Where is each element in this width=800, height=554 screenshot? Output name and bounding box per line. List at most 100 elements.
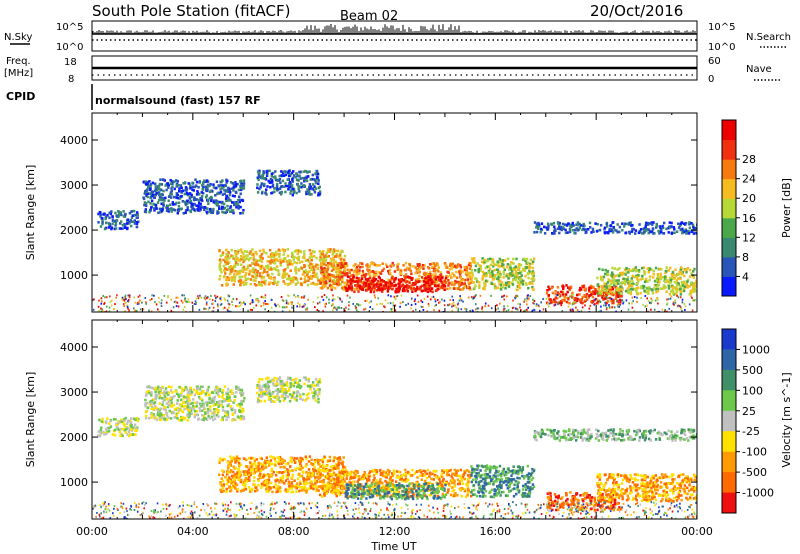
echo-cell: [146, 195, 149, 199]
echo-cell: [664, 269, 668, 273]
echo-cell: [133, 307, 135, 310]
echo-cell: [267, 282, 271, 286]
echo-cell: [177, 201, 181, 205]
echo-cell: [274, 175, 277, 178]
echo-cell: [233, 265, 237, 269]
echo-cell: [373, 271, 376, 274]
echo-cell: [256, 176, 259, 180]
echo-cell: [312, 281, 315, 285]
echo-cell: [667, 285, 671, 288]
echo-cell: [377, 283, 380, 287]
echo-cell: [351, 273, 355, 277]
echo-cell: [252, 267, 255, 270]
echo-cell: [495, 308, 497, 311]
echo-cell: [477, 281, 480, 284]
echo-cell: [347, 275, 350, 279]
echo-cell: [497, 307, 499, 310]
chart-title: South Pole Station (fitACF): [92, 2, 290, 20]
echo-cell: [463, 265, 466, 269]
echo-cell: [161, 193, 164, 197]
echo-cell: [226, 276, 229, 279]
echo-cell: [134, 433, 137, 436]
echo-cell: [146, 186, 150, 190]
echo-cell: [125, 301, 127, 304]
echo-cell: [291, 301, 293, 304]
echo-cell: [174, 390, 178, 393]
echo-cell: [526, 261, 530, 264]
echo-cell: [218, 264, 222, 268]
echo-cell: [127, 307, 129, 310]
echo-cell: [195, 193, 199, 196]
echo-cell: [489, 263, 493, 267]
echo-cell: [221, 389, 225, 392]
echo-cell: [459, 265, 463, 269]
echo-cell: [642, 266, 646, 269]
echo-cell: [209, 199, 213, 203]
echo-cell: [226, 179, 229, 183]
echo-cell: [650, 302, 652, 305]
echo-cell: [647, 286, 650, 289]
echo-cell: [307, 260, 311, 263]
echo-cell: [270, 191, 273, 195]
y-tick-label: 3000: [60, 179, 88, 192]
echo-cell: [404, 261, 408, 265]
echo-cell: [392, 301, 394, 304]
echo-cell: [220, 404, 223, 407]
echo-cell: [571, 308, 574, 311]
echo-cell: [246, 266, 250, 270]
echo-cell: [341, 300, 343, 303]
echo-cell: [656, 275, 660, 278]
echo-cell: [234, 259, 237, 262]
echo-cell: [507, 277, 510, 280]
echo-cell: [646, 304, 648, 307]
echo-cell: [462, 286, 465, 290]
echo-cell: [475, 277, 478, 281]
echo-cell: [502, 263, 505, 266]
echo-cell: [630, 277, 633, 280]
echo-cell: [598, 310, 600, 312]
echo-cell: [193, 303, 196, 305]
echo-cell: [692, 276, 695, 279]
echo-cell: [320, 286, 324, 290]
echo-cell: [612, 293, 615, 297]
echo-cell: [509, 267, 513, 270]
echo-cell: [481, 274, 485, 278]
echo-cell: [304, 269, 308, 272]
echo-cell: [221, 184, 225, 187]
echo-cell: [332, 248, 336, 251]
echo-cell: [418, 274, 421, 277]
echo-cell: [314, 265, 317, 268]
echo-cell: [192, 198, 196, 202]
echo-cell: [320, 266, 323, 269]
echo-cell: [352, 275, 355, 279]
echo-cell: [274, 253, 278, 257]
echo-cell: [576, 223, 579, 227]
echo-cell: [437, 275, 440, 279]
echo-cell: [184, 186, 188, 189]
echo-cell: [650, 308, 652, 311]
nsky-tick-bottom: 10^0: [56, 42, 83, 53]
echo-cell: [149, 299, 151, 302]
echo-cell: [177, 205, 181, 208]
echo-cell: [316, 267, 319, 270]
echo-cell: [142, 308, 145, 311]
echo-cell: [257, 174, 261, 177]
echo-cell: [220, 296, 222, 299]
echo-cell: [287, 182, 291, 185]
echo-cell: [358, 286, 362, 290]
echo-cell: [310, 268, 313, 271]
echo-cell: [217, 191, 220, 195]
echo-cell: [662, 284, 666, 287]
echo-cell: [301, 176, 304, 180]
nsearch-label: N.Search: [746, 32, 791, 43]
echo-cell: [307, 264, 310, 267]
echo-cell: [161, 400, 165, 404]
echo-cell: [332, 309, 334, 312]
echo-cell: [226, 404, 229, 408]
echo-cell: [667, 231, 670, 234]
echo-cell: [513, 273, 517, 277]
echo-cell: [616, 230, 619, 234]
echo-cell: [218, 200, 221, 204]
echo-cell: [517, 264, 521, 267]
echo-cell: [671, 271, 674, 274]
